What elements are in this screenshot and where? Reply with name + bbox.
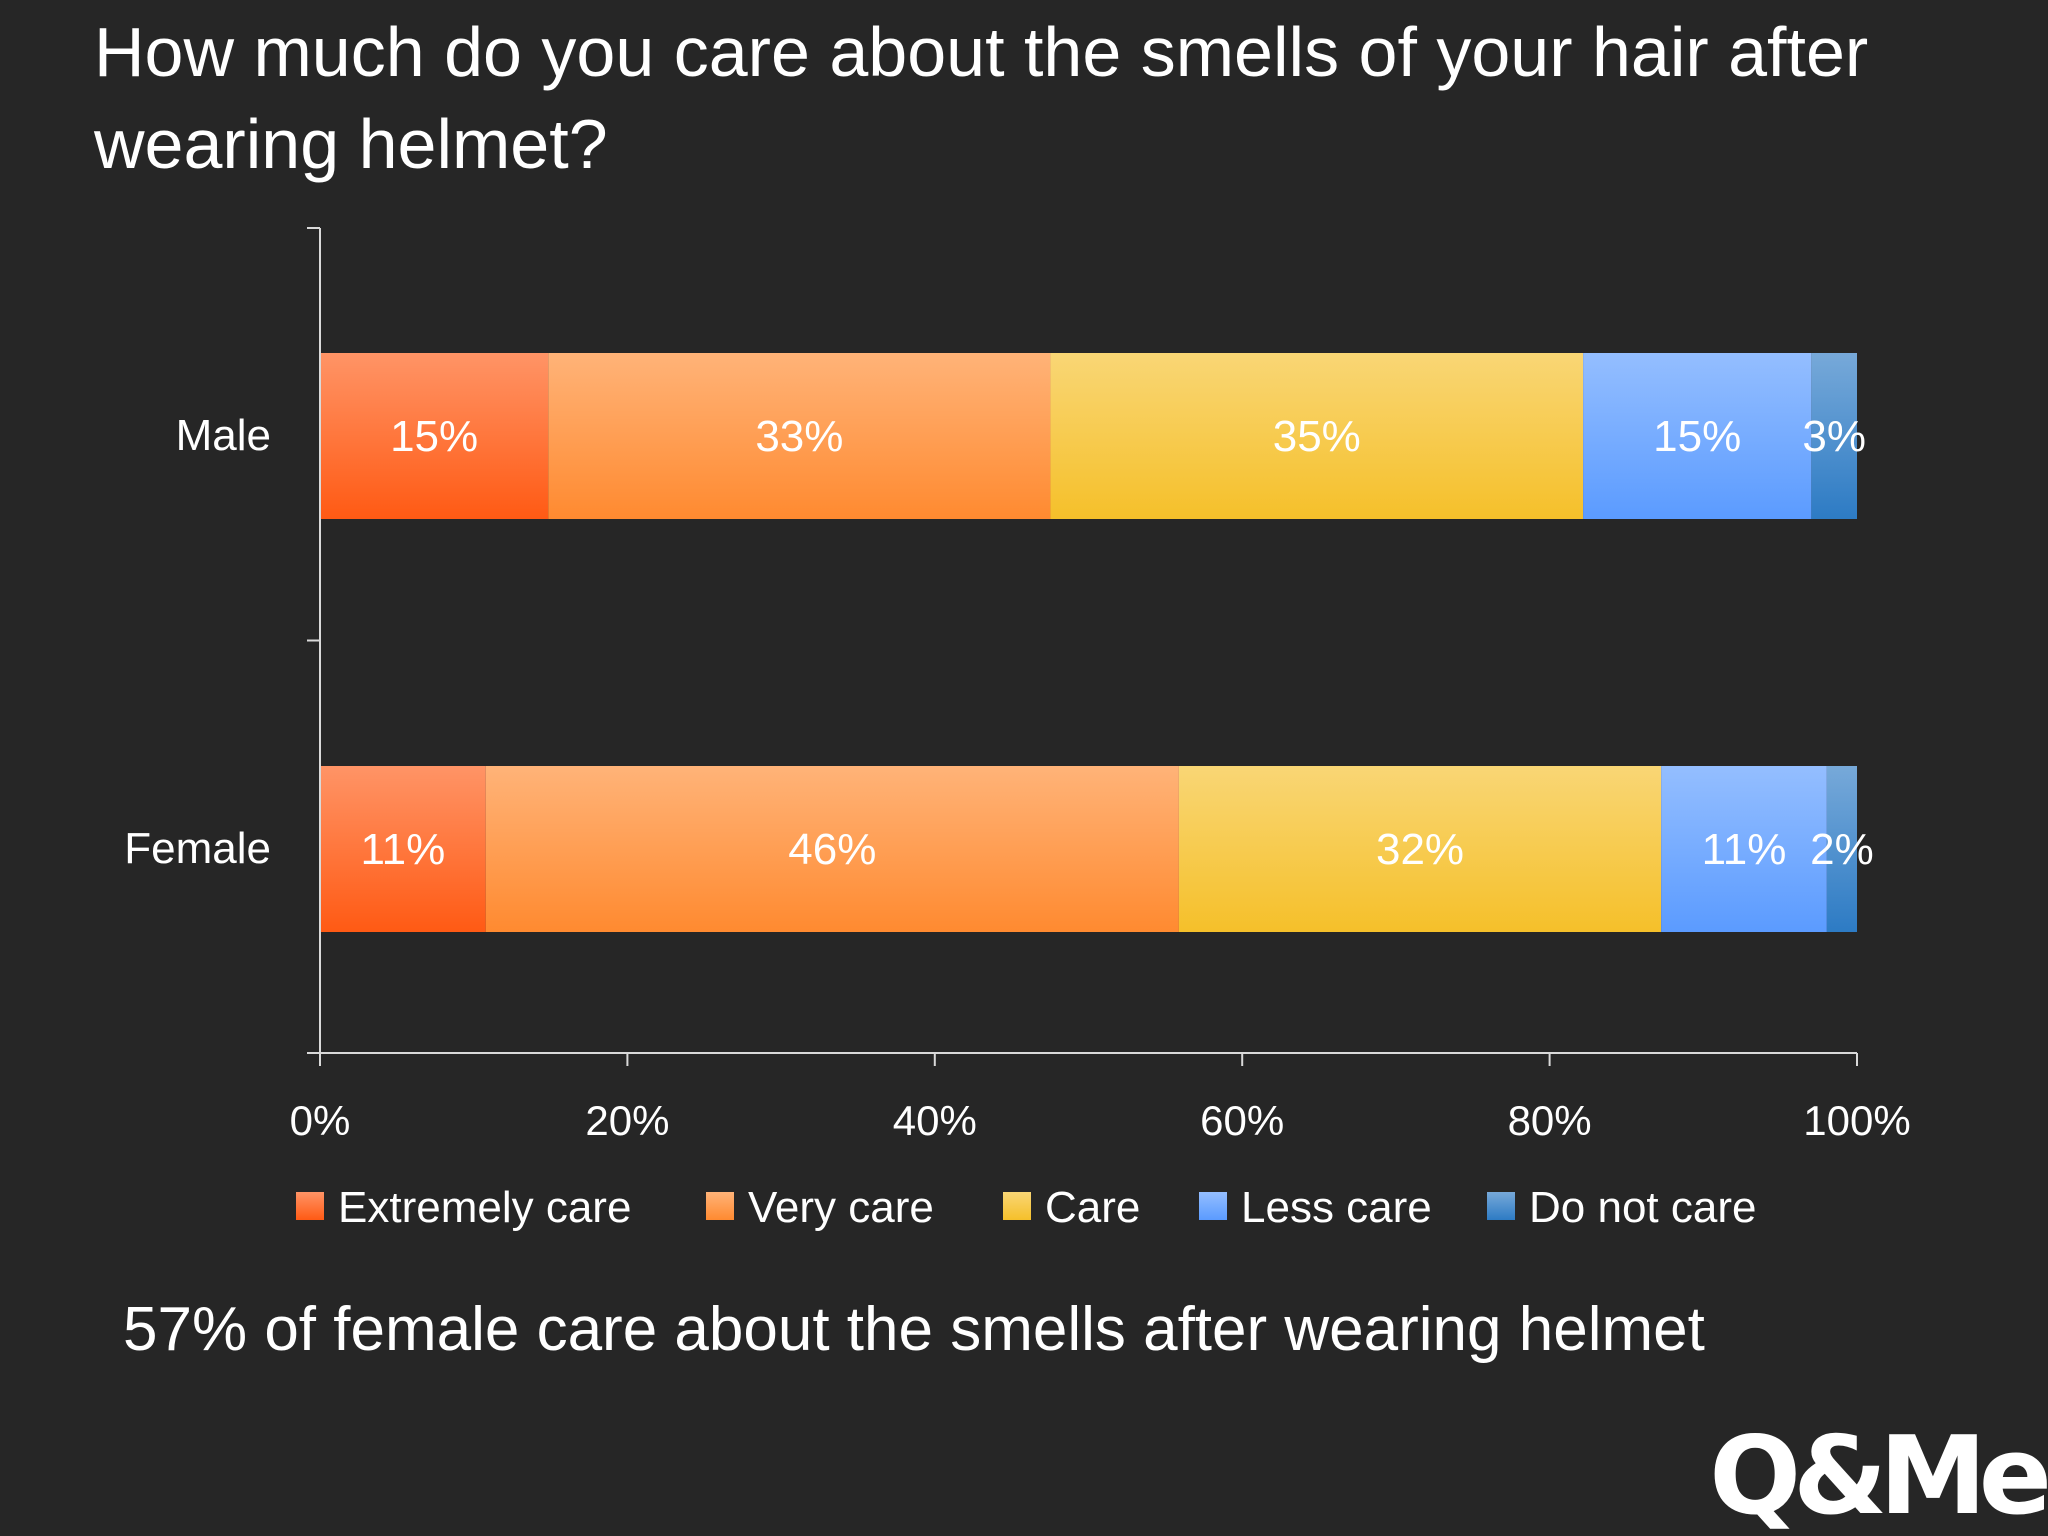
x-tick-label: 100%	[1803, 1097, 1910, 1144]
stacked-bar-chart: 15% 33% 35% 15% 3% 11% 46% 32% 11% 2% Male Female 0…	[124, 227, 1911, 1232]
data-label-female-care: 32%	[1376, 825, 1464, 874]
x-tick-label: 80%	[1508, 1097, 1592, 1144]
summary-note: 57% of female care about the smells afte…	[123, 1295, 1705, 1364]
bar-segment-female-care	[1178, 766, 1662, 932]
qme-logo: Q&Me	[1709, 1414, 2048, 1536]
legend-swatch	[1003, 1192, 1031, 1220]
data-label-male-care: 35%	[1273, 412, 1361, 461]
data-label-female-very-care: 46%	[788, 825, 876, 874]
legend-swatch	[296, 1192, 324, 1220]
legend-item-very-care: Very care	[706, 1183, 934, 1232]
x-tick-label: 40%	[893, 1097, 977, 1144]
category-label-male: Male	[176, 411, 271, 460]
legend-swatch	[1199, 1192, 1227, 1220]
data-label-male-extremely-care: 15%	[390, 412, 478, 461]
bar-segment-female-very-care	[485, 766, 1179, 932]
legend-swatch	[1487, 1192, 1515, 1220]
bar-segment-male-less-care	[1583, 353, 1812, 519]
legend-label: Do not care	[1529, 1183, 1756, 1232]
data-label-female-do-not-care: 2%	[1810, 825, 1874, 874]
legend-swatch	[706, 1192, 734, 1220]
data-label-female-extremely-care: 11%	[360, 825, 445, 874]
x-tick-label: 60%	[1200, 1097, 1284, 1144]
legend-label: Extremely care	[338, 1183, 631, 1232]
bar-segment-male-very-care	[548, 353, 1051, 519]
bar-segment-female-do-not-care	[1826, 766, 1857, 932]
data-label-male-less-care: 15%	[1653, 412, 1741, 461]
bar-segment-male-extremely-care	[320, 353, 549, 519]
data-label-male-do-not-care: 3%	[1802, 412, 1866, 461]
legend-item-extremely-care: Extremely care	[296, 1183, 631, 1232]
data-label-female-less-care: 11%	[1702, 825, 1787, 874]
legend-label: Less care	[1241, 1183, 1432, 1232]
legend-label: Very care	[748, 1183, 934, 1232]
bar-segment-female-extremely-care	[320, 766, 486, 932]
legend-item-care: Care	[1003, 1183, 1140, 1232]
bar-segment-female-less-care	[1661, 766, 1827, 932]
legend-item-less-care: Less care	[1199, 1183, 1432, 1232]
bar-segment-male-do-not-care	[1811, 353, 1857, 519]
legend-item-do-not-care: Do not care	[1487, 1183, 1756, 1232]
x-tick-label: 20%	[585, 1097, 669, 1144]
legend-label: Care	[1045, 1183, 1140, 1232]
bar-segment-male-care	[1050, 353, 1584, 519]
chart-title: How much do you care about the smells of…	[94, 13, 1869, 183]
data-label-male-very-care: 33%	[755, 412, 843, 461]
x-tick-label: 0%	[290, 1097, 351, 1144]
category-label-female: Female	[124, 824, 271, 873]
